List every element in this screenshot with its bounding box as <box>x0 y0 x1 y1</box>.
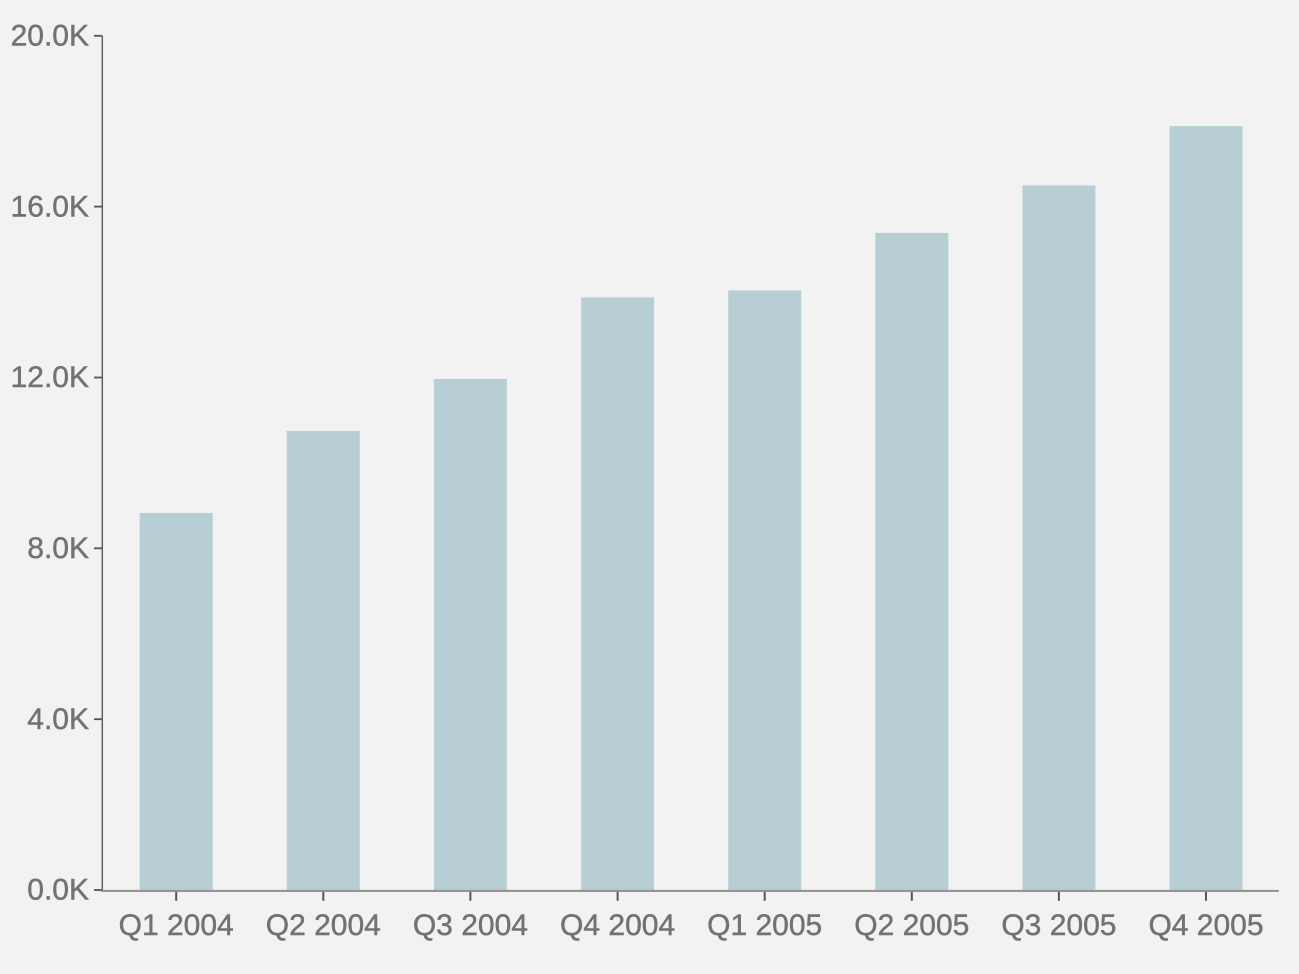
svg-text:8.0K: 8.0K <box>27 532 89 565</box>
svg-text:Q2 2005: Q2 2005 <box>854 909 969 942</box>
svg-text:Q4 2005: Q4 2005 <box>1148 909 1263 942</box>
svg-text:Q1 2005: Q1 2005 <box>707 909 822 942</box>
svg-text:Q3 2004: Q3 2004 <box>413 909 528 942</box>
svg-text:12.0K: 12.0K <box>11 361 89 394</box>
svg-text:0.0K: 0.0K <box>27 874 89 907</box>
svg-text:Q4 2004: Q4 2004 <box>560 909 675 942</box>
svg-text:Q2 2004: Q2 2004 <box>266 909 381 942</box>
svg-text:20.0K: 20.0K <box>11 20 89 53</box>
svg-text:4.0K: 4.0K <box>27 703 89 736</box>
svg-text:Q1 2004: Q1 2004 <box>119 909 234 942</box>
svg-text:Q3 2005: Q3 2005 <box>1001 909 1116 942</box>
svg-text:16.0K: 16.0K <box>11 190 89 223</box>
